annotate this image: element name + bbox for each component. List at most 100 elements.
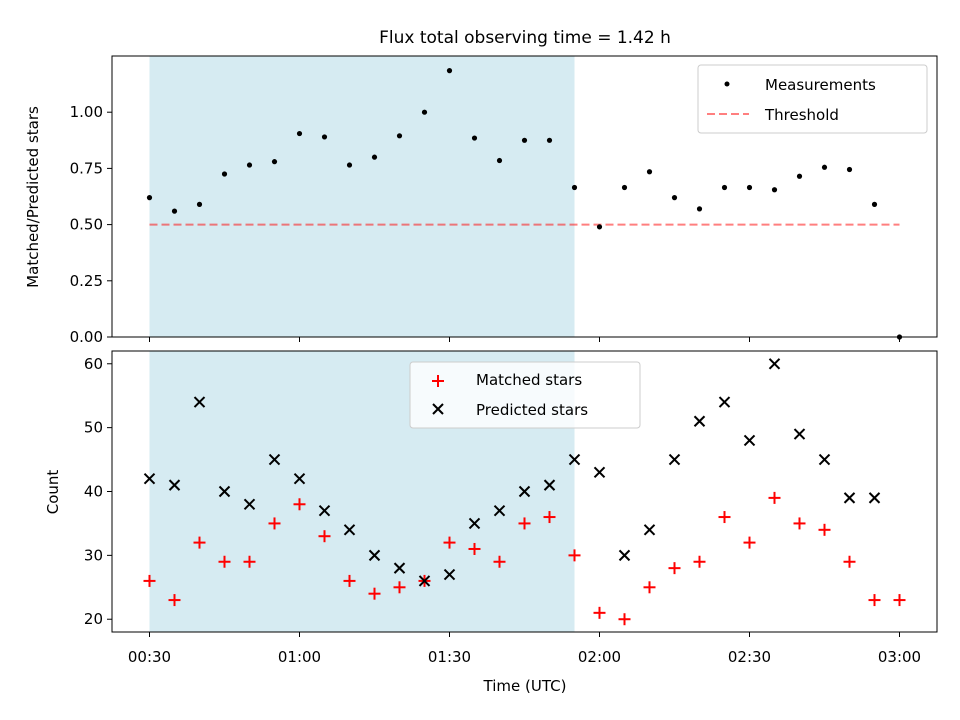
predicted-point (643, 524, 656, 536)
predicted-point (218, 485, 231, 498)
top-ytick-label: 0.50 (70, 216, 103, 234)
matched-point (643, 581, 656, 594)
predicted-point (693, 415, 706, 427)
predicted-point (668, 453, 681, 466)
predicted-point (418, 575, 431, 587)
legend-matched-label: Matched stars (476, 371, 582, 389)
matched-point (818, 523, 831, 536)
bottom-ytick-label: 60 (84, 355, 103, 373)
measurement-point (621, 184, 628, 191)
measurement-point (596, 224, 603, 230)
bottom-legend-box (409, 361, 641, 429)
legend-threshold-label: Threshold (764, 106, 839, 124)
top-y-axis-label: Matched/Predicted stars (24, 106, 42, 288)
measurement-point (171, 208, 178, 214)
predicted-point (143, 473, 156, 485)
predicted-point (618, 549, 631, 562)
predicted-point (793, 428, 806, 440)
predicted-point (518, 485, 531, 498)
predicted-point (443, 568, 456, 581)
xtick-label: 01:30 (428, 648, 471, 666)
measurement-point (396, 133, 403, 139)
bottom-legend: Matched stars Predicted stars (409, 361, 641, 429)
matched-point (168, 594, 181, 607)
measurement-point (271, 159, 278, 165)
measurement-point (771, 187, 778, 193)
measurement-point (496, 157, 503, 164)
predicted-point (718, 396, 731, 408)
measurement-point (321, 134, 328, 140)
matched-point (193, 536, 206, 549)
matched-point (318, 530, 331, 543)
measurement-point (196, 201, 203, 207)
matched-point (618, 613, 631, 626)
xtick-label: 02:30 (728, 648, 771, 666)
xtick-label: 02:00 (578, 648, 621, 666)
measurement-point (796, 173, 803, 179)
predicted-points (143, 358, 881, 587)
matched-point (768, 491, 781, 504)
matched-point (268, 517, 281, 530)
matched-point (593, 606, 606, 619)
bottom-ytick-label: 20 (84, 610, 103, 628)
measurement-point (221, 171, 228, 177)
top-legend: Measurements Threshold (697, 64, 928, 134)
legend-measurements-marker (724, 81, 730, 87)
matched-point (718, 511, 731, 524)
predicted-point (568, 453, 581, 466)
matched-point (393, 581, 406, 594)
measurement-point (821, 164, 828, 170)
measurement-point (371, 154, 378, 160)
legend-predicted-marker (432, 403, 444, 415)
predicted-point (368, 549, 381, 562)
matched-points (143, 491, 906, 626)
matched-point (443, 536, 456, 549)
measurement-point (421, 109, 428, 115)
top-panel: 0.00 0.25 0.50 0.75 1.00 Matched/Predicted s… (24, 55, 938, 346)
measurement-point (646, 169, 653, 175)
top-x-axis (149, 337, 900, 342)
xtick-label: 01:00 (278, 648, 321, 666)
matched-point (218, 555, 231, 568)
matched-point (843, 555, 856, 568)
matched-point (893, 594, 906, 607)
top-ytick-label: 0.75 (70, 159, 103, 177)
measurement-point (696, 206, 703, 212)
bottom-y-axis: 20 30 40 50 60 (84, 355, 112, 628)
matched-point (743, 536, 756, 549)
measurement-point (346, 162, 353, 168)
matched-point (243, 555, 256, 568)
bottom-ytick-label: 30 (84, 546, 103, 564)
matched-point (568, 549, 581, 562)
top-legend-box (697, 64, 928, 134)
matched-point (493, 555, 506, 568)
measurement-point (846, 166, 853, 173)
measurement-point (446, 68, 453, 74)
measurement-point (521, 137, 528, 143)
measurement-point (896, 334, 903, 340)
predicted-point (318, 504, 331, 517)
measurement-point (146, 195, 153, 201)
measurement-point (546, 137, 553, 143)
predicted-point (743, 434, 756, 447)
top-ytick-label: 0.25 (70, 272, 103, 290)
bottom-x-axis: 00:30 01:00 01:30 02:00 02:30 03:00 (128, 632, 921, 666)
bottom-ytick-label: 40 (84, 483, 103, 501)
predicted-point (593, 466, 606, 479)
top-ytick-label: 0.00 (70, 328, 103, 346)
matched-point (868, 594, 881, 607)
predicted-point (543, 479, 556, 491)
predicted-point (818, 453, 831, 466)
measurement-point (471, 135, 478, 141)
top-shaded-span (149, 56, 575, 337)
matched-point (293, 498, 306, 511)
legend-measurements-label: Measurements (765, 76, 876, 94)
predicted-point (293, 473, 306, 485)
matched-point (143, 574, 156, 587)
matched-point (343, 574, 356, 587)
measurement-point (721, 184, 728, 191)
measurement-point (296, 130, 303, 137)
matched-point (368, 587, 381, 600)
predicted-point (193, 396, 206, 408)
